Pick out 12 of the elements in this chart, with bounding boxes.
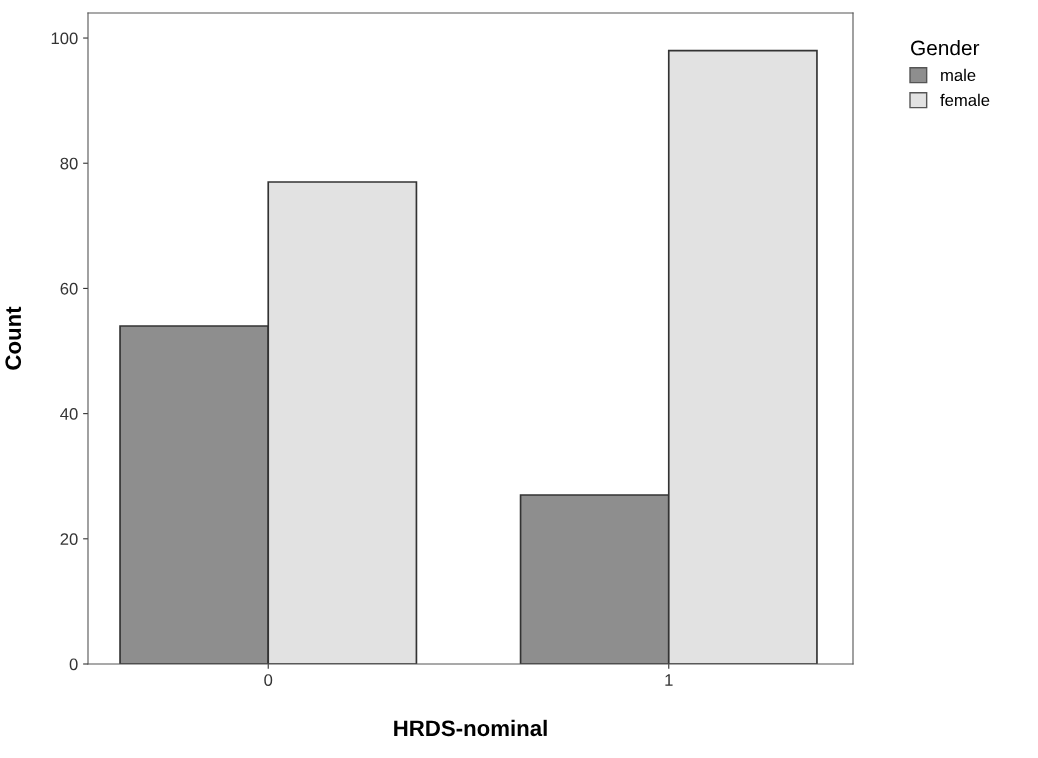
legend-label: male [941,68,976,82]
y-tick-label: 0 [69,658,78,671]
y-tick-label: 100 [51,32,78,45]
legend-title: Gender [911,40,980,56]
x-axis-title: HRDS-nominal [394,719,547,737]
legend-label: female [940,93,990,107]
y-tick-label: 80 [60,157,78,170]
y-tick-label: 60 [60,282,78,295]
x-tick-label: 1 [665,674,673,686]
y-axis-title: Count [5,306,22,370]
y-tick-label: 40 [60,408,78,420]
y-tick-label: 20 [60,533,78,546]
